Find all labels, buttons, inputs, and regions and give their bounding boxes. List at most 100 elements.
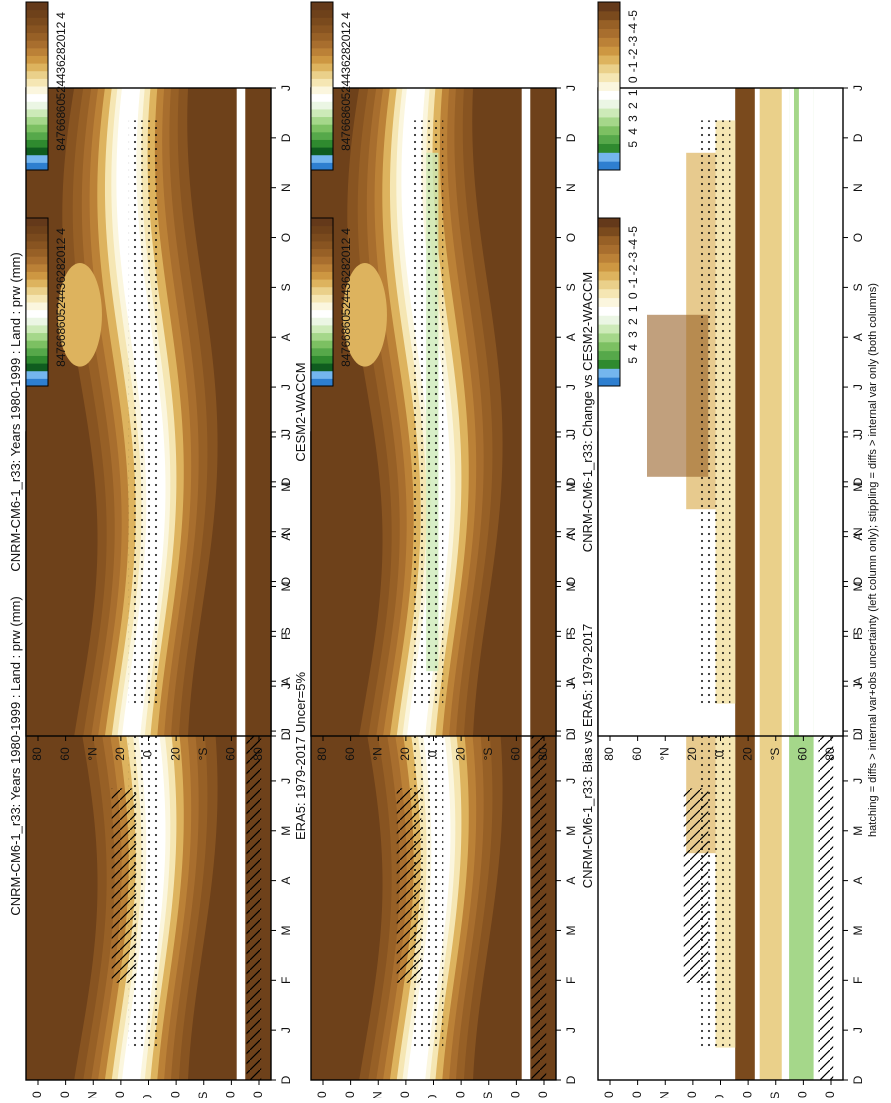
lat-tick-label: 20: [398, 1091, 412, 1098]
lat-tick-label: °S: [768, 748, 782, 761]
month-tick-label: M: [851, 581, 865, 591]
lat-tick-label: 80: [30, 747, 44, 761]
colorbar-swatch: [598, 1, 620, 12]
lat-tick-label: °N: [657, 747, 671, 760]
lat-tick-label: 80: [315, 747, 329, 761]
colorbar-swatch: [26, 286, 48, 295]
month-tick-label: F: [851, 977, 865, 984]
colorbar-swatch: [26, 355, 48, 364]
colorbar-swatch: [26, 302, 48, 311]
month-tick-label: J: [851, 683, 865, 689]
heatmap-contour-band: [57, 262, 102, 367]
month-tick-label: J: [279, 429, 293, 435]
colorbar-swatch: [26, 248, 48, 257]
colorbar-swatch: [598, 279, 620, 290]
colorbar-label: 84: [54, 353, 68, 367]
colorbar-swatch: [598, 125, 620, 136]
month-tick-label: N: [279, 527, 293, 536]
panel-6: CNRM-CM6-1_r33: Change vs CESM2-WACCMDJF…: [580, 85, 865, 761]
colorbar-6: 5 4 3 2 1 0 -1 -2-3 -4 -5: [597, 1, 640, 171]
colorbar-swatch: [311, 162, 333, 171]
colorbar-swatch: [598, 288, 620, 299]
colorbar-swatch: [311, 70, 333, 79]
colorbar-swatch: [598, 341, 620, 352]
panel-2: CNRM-CM6-1_r33: Years 1980-1999 : Land :…: [8, 85, 293, 761]
month-tick-label: M: [564, 482, 578, 492]
colorbar-label: 20: [54, 250, 68, 264]
colorbar-swatch: [311, 154, 333, 163]
lat-tick-label: °S: [196, 1092, 210, 1098]
month-tick-label: F: [279, 977, 293, 984]
lat-tick-label: 20: [740, 747, 754, 761]
colorbar-swatch: [598, 134, 620, 144]
colorbar-label: 4: [626, 344, 640, 351]
month-tick-label: A: [851, 533, 865, 541]
colorbar-frame: [597, 1, 621, 171]
month-tick-label: F: [279, 633, 293, 640]
colorbar-swatch: [26, 279, 48, 288]
heatmap-contour-band: [342, 262, 387, 367]
colorbar-swatch: [311, 309, 333, 318]
colorbar-swatch: [26, 139, 48, 148]
colorbar-swatch: [311, 233, 333, 242]
month-tick-label: A: [279, 533, 293, 541]
colorbar-swatch: [26, 378, 48, 387]
colorbar-swatch: [26, 93, 48, 102]
lat-tick-label: 80: [823, 747, 837, 761]
colorbar-swatch: [26, 240, 48, 250]
month-tick-label: J: [851, 434, 865, 440]
colorbar-label: 52: [54, 302, 68, 316]
lat-tick-label: 60: [509, 1091, 523, 1098]
month-tick-label: J: [564, 85, 578, 91]
colorbar-label: 20: [54, 34, 68, 48]
lat-tick-label: 0: [713, 750, 727, 757]
month-tick-label: O: [564, 233, 578, 242]
colorbar-label: 52: [339, 86, 353, 100]
colorbar-label: 44: [339, 289, 353, 303]
colorbar-swatch: [26, 347, 48, 356]
colorbar-swatch: [26, 324, 48, 334]
lat-tick-label: 60: [796, 747, 810, 761]
month-tick-label: J: [279, 384, 293, 390]
month-tick-label: F: [564, 633, 578, 640]
colorbar-label: 68: [339, 327, 353, 341]
panel-title: CNRM-CM6-1_r33: Years 1980-1999 : Land :…: [8, 252, 23, 571]
month-tick-label: M: [564, 581, 578, 591]
month-tick-label: S: [564, 283, 578, 291]
heatmap-missing-strip: [236, 432, 246, 1080]
month-tick-label: J: [564, 384, 578, 390]
heatmap-contour-band: [647, 314, 709, 477]
lat-tick-label: 0: [426, 750, 440, 757]
colorbar-label: 2: [626, 318, 640, 325]
stippling-overlay: [413, 120, 444, 704]
colorbar-swatch: [311, 317, 333, 326]
month-tick-label: A: [564, 333, 578, 341]
colorbar-swatch: [311, 86, 333, 95]
colorbar-label: 76: [54, 124, 68, 138]
month-tick-label: O: [851, 233, 865, 242]
heatmap-field: [598, 88, 843, 736]
month-tick-label: J: [564, 429, 578, 435]
colorbar-swatch: [598, 235, 620, 246]
month-tick-label: J: [851, 85, 865, 91]
colorbar-label: 52: [54, 86, 68, 100]
month-tick-label: D: [851, 731, 865, 740]
month-tick-label: D: [279, 133, 293, 142]
colorbar-swatch: [311, 63, 333, 72]
colorbar-swatch: [26, 116, 48, 125]
colorbar-label: 84: [54, 137, 68, 151]
month-tick-label: O: [564, 577, 578, 586]
colorbar-label: -2: [626, 48, 640, 59]
colorbar-swatch: [598, 99, 620, 109]
lat-tick-label: °S: [481, 1092, 495, 1098]
heatmap-contour-band: [789, 88, 814, 736]
colorbar-label: 2: [626, 102, 640, 109]
colorbar-swatch: [598, 10, 620, 21]
colorbar-frame: [597, 217, 621, 387]
month-tick-label: S: [851, 283, 865, 291]
lat-tick-label: 20: [398, 747, 412, 761]
colorbar-label: -1: [626, 61, 640, 72]
colorbar-swatch: [26, 147, 48, 156]
month-tick-label: M: [851, 826, 865, 836]
